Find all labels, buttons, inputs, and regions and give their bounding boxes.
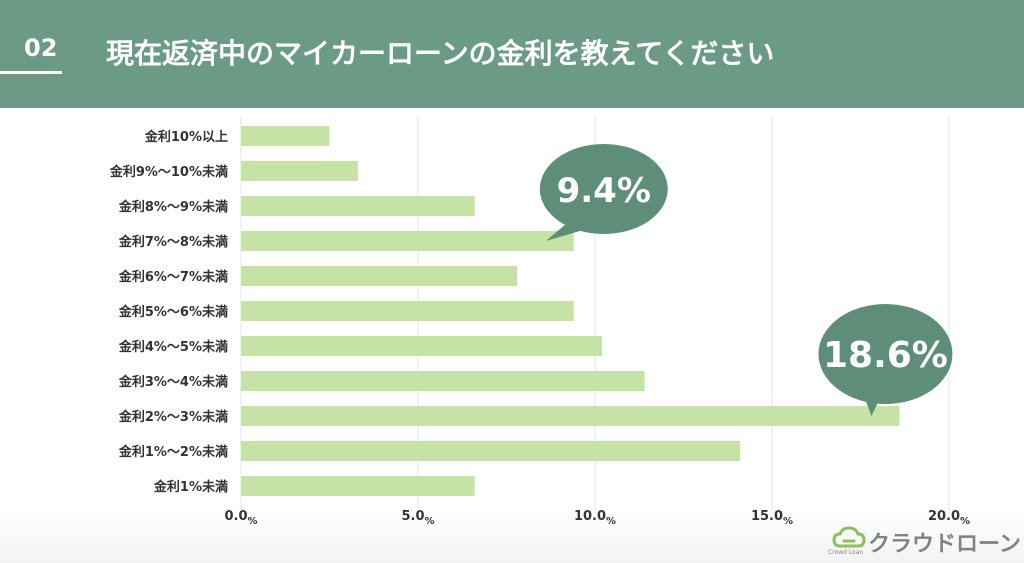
bar: [241, 301, 574, 321]
brand-logo: クラウドローン Crowd Loan: [826, 524, 1021, 558]
callout-value: 9.4%: [557, 171, 651, 211]
callout-value: 18.6%: [823, 335, 948, 376]
bar: [241, 336, 603, 356]
bar: [241, 441, 741, 461]
category-label: 金利7%～8%未満: [118, 234, 228, 250]
x-tick-unit: %: [783, 516, 793, 527]
bar: [241, 371, 645, 391]
category-label: 金利4%～5%未満: [118, 339, 228, 355]
x-tick-unit: %: [248, 516, 258, 527]
bar: [241, 196, 475, 216]
x-tick-value: 5.0: [401, 509, 424, 524]
x-tick-value: 20.0: [928, 509, 960, 524]
header-bar: 02 現在返済中のマイカーローンの金利を教えてください: [0, 0, 1024, 108]
question-title: 現在返済中のマイカーローンの金利を教えてください: [106, 37, 775, 70]
x-tick-value: 10.0: [574, 509, 606, 524]
x-tick-label: 20.0%: [928, 509, 970, 527]
bar: [241, 476, 475, 496]
category-label: 金利1%未満: [153, 479, 228, 495]
category-label: 金利1%～2%未満: [118, 444, 228, 460]
cloud-icon: [832, 526, 866, 548]
category-label: 金利6%～7%未満: [118, 269, 228, 285]
category-label: 金利8%～9%未満: [118, 199, 228, 215]
callout-bubble: [539, 144, 668, 234]
x-tick-value: 0.0: [224, 509, 247, 524]
bar: [241, 161, 358, 181]
x-tick-label: 0.0%: [224, 509, 257, 527]
category-label: 金利10%以上: [144, 129, 228, 145]
category-label: 金利2%～3%未満: [118, 409, 228, 425]
category-label: 金利3%～4%未満: [118, 374, 228, 390]
category-label: 金利5%～6%未満: [118, 304, 228, 320]
x-tick-unit: %: [425, 516, 435, 527]
bar: [241, 406, 900, 426]
x-tick-unit: %: [606, 516, 616, 527]
x-tick-label: 10.0%: [574, 509, 616, 527]
bar: [241, 231, 574, 251]
bar-chart: 0.0% 5.0% 10.0% 15.0% 20.0%金利10%以上金利9%～10%未満…: [109, 116, 970, 527]
bar: [241, 266, 518, 286]
question-number-underline: [0, 71, 62, 74]
x-tick-label: 5.0%: [401, 509, 434, 527]
footer-background: [0, 510, 1024, 563]
x-tick-unit: %: [960, 516, 970, 527]
bar: [241, 126, 330, 146]
x-tick-value: 15.0: [751, 509, 783, 524]
logo-name: クラウドローン: [868, 532, 1021, 557]
logo-subtext: Crowd Loan: [828, 549, 864, 556]
category-label: 金利9%～10%未満: [109, 164, 228, 180]
question-number: 02: [24, 34, 58, 62]
x-tick-label: 15.0%: [751, 509, 793, 527]
callout-bubble: [818, 304, 953, 404]
